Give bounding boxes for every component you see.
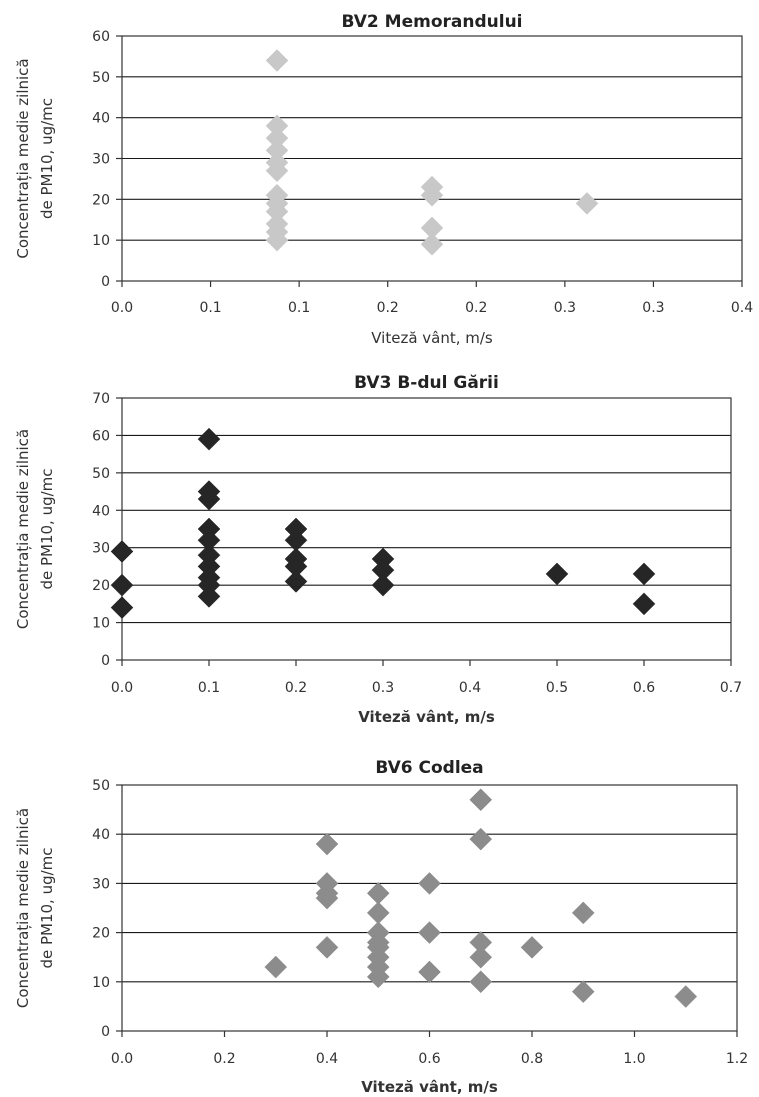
chart-3-x-tick-label: 1.2: [726, 1051, 748, 1067]
chart-3-x-axis-label: Viteză vânt, m/s: [361, 1078, 498, 1096]
chart-1-data-point: [575, 192, 599, 215]
chart-2-x-axis-label: Viteză vânt, m/s: [358, 708, 495, 726]
chart-2-x-tick-label: 0.0: [111, 680, 133, 696]
chart-3-data-point: [469, 970, 493, 994]
chart-3-data-point: [469, 945, 493, 969]
chart-3-y-tick-label: 10: [92, 975, 110, 991]
chart-3-data-point: [418, 872, 441, 895]
chart-3-data-point: [418, 960, 441, 984]
chart-2-data-point: [284, 570, 308, 593]
chart-2-x-tick-label: 0.6: [633, 680, 655, 696]
chart-1-x-tick-label: 0.2: [465, 300, 487, 316]
chart-3-data-point: [418, 921, 441, 944]
chart-1-x-tick-label: 0.3: [642, 300, 664, 316]
chart-3-y-tick-label: 40: [92, 827, 110, 843]
chart-1-x-tick-label: 0.1: [199, 300, 221, 316]
chart-2-x-tick-label: 0.7: [720, 680, 742, 696]
chart-1-data-point: [420, 183, 444, 207]
chart-1-y-tick-label: 60: [92, 29, 110, 45]
chart-1-x-tick-label: 0.1: [288, 300, 310, 316]
chart-2-y-tick-label: 40: [92, 503, 110, 519]
chart-2-data-point: [197, 427, 221, 451]
chart-3-x-tick-label: 0.2: [213, 1051, 235, 1067]
chart-1-data-point: [265, 159, 289, 183]
chart-2-data-point: [371, 573, 395, 597]
chart-3-data-point: [520, 936, 544, 959]
chart-3-data-point: [366, 965, 390, 989]
chart-3-data-point: [571, 980, 595, 1003]
chart-1-y-tick-label: 40: [92, 111, 110, 127]
chart-3-data-point: [315, 936, 339, 959]
chart-1-x-tick-label: 0.4: [731, 300, 753, 316]
chart-1-plot-frame: [121, 35, 743, 282]
chart-2-y-tick-label: 50: [92, 466, 110, 482]
chart-3-y-tick-label: 30: [92, 876, 110, 892]
chart-2-y-tick-label: 30: [92, 541, 110, 557]
chart-3-y-axis-label: de PM10, ug/mc: [38, 847, 56, 968]
chart-1-title: BV2 Memorandului: [342, 12, 523, 32]
chart-2-x-tick-label: 0.4: [459, 680, 481, 696]
chart-1-x-axis-label: Viteză vânt, m/s: [371, 329, 493, 347]
chart-3-data-point: [674, 985, 698, 1008]
chart-3-data-point: [366, 901, 390, 925]
chart-2: BV3 B-dul Gării 0 10 20 30 40 50 60 70 0.0 0.1 0.2 0…: [14, 373, 742, 726]
chart-1-x-tick-label: 0.3: [554, 300, 576, 316]
chart-3-data-point: [315, 886, 339, 910]
chart-3-data-point: [315, 832, 339, 856]
chart-2-x-tick-label: 0.2: [285, 680, 307, 696]
chart-2-y-axis-label: de PM10, ug/mc: [38, 468, 56, 589]
chart-1-x-tick-label: 0.2: [377, 300, 399, 316]
chart-1-data-point: [265, 228, 289, 252]
chart-2-data-point: [110, 573, 134, 597]
chart-2-data-point: [632, 592, 656, 616]
chart-2-data-point: [110, 540, 134, 563]
chart-3-data-point: [264, 955, 288, 979]
chart-3-data-point: [366, 881, 390, 905]
chart-2-data-point: [197, 487, 221, 511]
chart-3-x-tick-label: 1.0: [623, 1051, 645, 1067]
chart-1-y-tick-label: 50: [92, 70, 110, 86]
chart-3: BV6 Codlea 0 10 20 30 40 50 0.0 0.2 0.4 0.6 0.8 1.0 1…: [14, 758, 748, 1096]
chart-2-y-tick-label: 70: [92, 391, 110, 407]
chart-1-y-tick-label: 30: [92, 152, 110, 168]
chart-2-x-tick-label: 0.1: [198, 680, 220, 696]
chart-2-plot-frame: [121, 397, 732, 661]
chart-2-y-axis-label: Concentrația medie zilnică: [14, 429, 32, 629]
chart-2-y-tick-label: 20: [92, 578, 110, 594]
chart-3-x-tick-label: 0.6: [418, 1051, 440, 1067]
chart-2-x-tick-label: 0.5: [546, 680, 568, 696]
chart-1-data-point: [265, 49, 289, 72]
chart-2-data-point: [110, 596, 134, 619]
chart-1-y-tick-label: 10: [92, 233, 110, 249]
chart-3-data-point: [571, 901, 595, 925]
chart-2-y-tick-label: 10: [92, 616, 110, 632]
chart-1-y-axis-label: Concentrația medie zilnică: [14, 58, 32, 258]
chart-1-x-tick-label: 0.0: [111, 300, 133, 316]
chart-2-data-point: [545, 562, 569, 586]
chart-3-title: BV6 Codlea: [375, 758, 483, 778]
chart-2-x-tick-label: 0.3: [372, 680, 394, 696]
chart-2-data-point: [632, 562, 656, 586]
chart-1: BV2 Memorandului 0 10 20 30 40 50 60 0.0 0.1 0.1 0.…: [14, 12, 753, 347]
chart-2-y-tick-label: 0: [101, 653, 110, 669]
chart-1-data-point: [420, 232, 444, 256]
chart-2-title: BV3 B-dul Gării: [354, 373, 499, 393]
chart-3-x-tick-label: 0.4: [316, 1051, 338, 1067]
chart-3-x-tick-label: 0.8: [521, 1051, 543, 1067]
chart-1-y-axis-label: de PM10, ug/mc: [38, 98, 56, 219]
chart-1-y-tick-label: 0: [101, 274, 110, 290]
chart-2-y-tick-label: 60: [92, 428, 110, 444]
chart-1-y-tick-label: 20: [92, 192, 110, 208]
chart-3-y-tick-label: 20: [92, 926, 110, 942]
chart-3-plot-frame: [121, 784, 738, 1032]
chart-3-data-point: [469, 827, 493, 851]
chart-3-y-tick-label: 50: [92, 778, 110, 794]
chart-3-y-tick-label: 0: [101, 1024, 110, 1040]
chart-3-x-tick-label: 0.0: [111, 1051, 133, 1067]
chart-3-data-point: [469, 788, 493, 812]
chart-2-data-point: [197, 585, 221, 608]
chart-3-y-axis-label: Concentrația medie zilnică: [14, 808, 32, 1008]
